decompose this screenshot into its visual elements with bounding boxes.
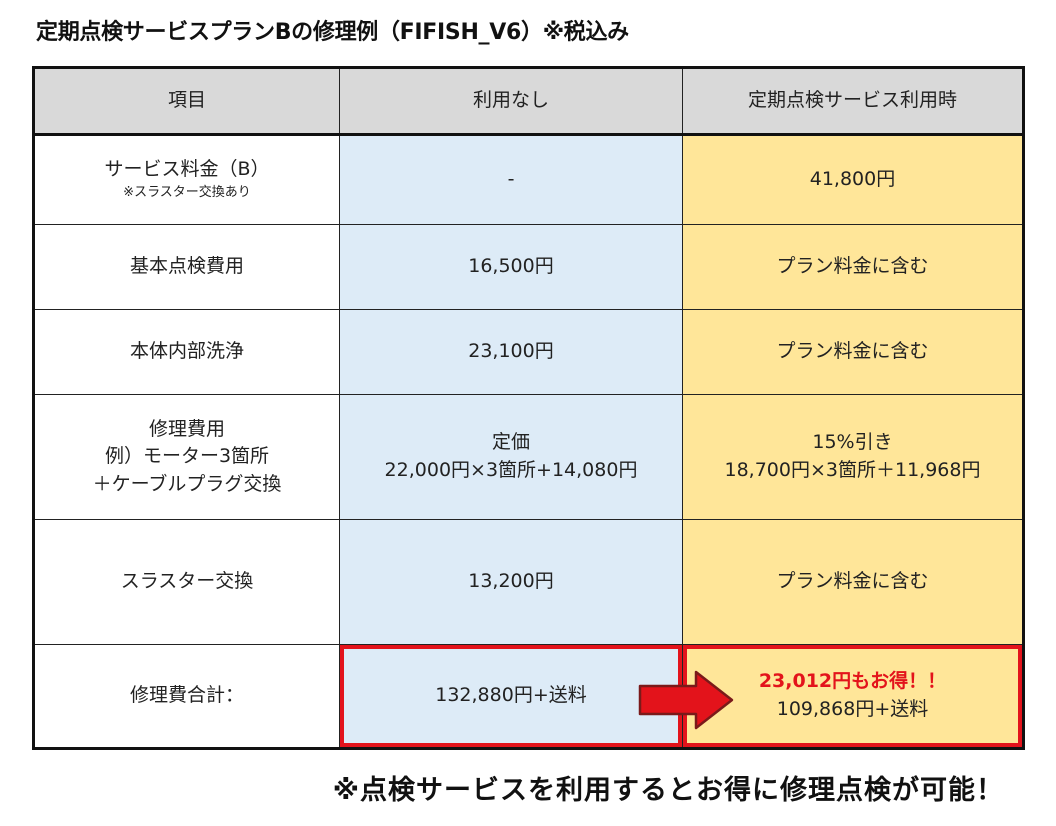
item-line: ＋ケーブルプラグ交換 (92, 472, 282, 495)
total-with-service-value: 109,868円+送料 (776, 698, 929, 720)
cell-with-service: プラン料金に含む (682, 519, 1024, 645)
header-without-service: 利用なし (339, 67, 683, 136)
cell-with-service: プラン料金に含む (682, 224, 1024, 310)
table-row-total: 修理費合計： 132,880円+送料 23,012円もお得！！ 109,868円… (33, 644, 1024, 749)
cell-with-service: プラン料金に含む (682, 309, 1024, 395)
item-label: サービス料金（B） (104, 157, 270, 180)
table-row: サービス料金（B） ※スラスター交換あり - 41,800円 (33, 134, 1024, 225)
row-item-thruster-replacement: スラスター交換 (33, 519, 340, 645)
row-item-total: 修理費合計： (33, 644, 340, 749)
cell-with-service: 41,800円 (682, 134, 1024, 225)
item-note: ※スラスター交換あり (123, 185, 251, 201)
row-item-repair-cost: 修理費用 例）モーター3箇所 ＋ケーブルプラグ交換 (33, 394, 340, 520)
table-row: 修理費用 例）モーター3箇所 ＋ケーブルプラグ交換 定価 22,000円×3箇所… (33, 394, 1024, 520)
cell-line: 15%引き (812, 431, 893, 454)
cell-with-service: 15%引き 18,700円×3箇所＋11,968円 (682, 394, 1024, 520)
right-arrow-icon (638, 670, 734, 730)
table-row: 基本点検費用 16,500円 プラン料金に含む (33, 224, 1024, 310)
row-item-basic-inspection: 基本点検費用 (33, 224, 340, 310)
item-line: 修理費用 (148, 417, 225, 440)
cell-without-service: 16,500円 (339, 224, 683, 310)
footer-note: ※点検サービスを利用するとお得に修理点検が可能！ (332, 775, 1004, 806)
header-with-service: 定期点検サービス利用時 (682, 67, 1024, 136)
cell-line: 22,000円×3箇所+14,080円 (384, 459, 638, 481)
header-item: 項目 (33, 67, 340, 136)
cell-total-without-service: 132,880円+送料 (339, 644, 683, 749)
item-line: 例）モーター3箇所 (104, 445, 270, 468)
row-item-service-fee: サービス料金（B） ※スラスター交換あり (33, 134, 340, 225)
price-comparison-table: 項目 利用なし 定期点検サービス利用時 サービス料金（B） ※スラスター交換あり… (32, 66, 1025, 750)
cell-line: 18,700円×3箇所＋11,968円 (724, 459, 981, 481)
cell-without-service: 13,200円 (339, 519, 683, 645)
table-row: スラスター交換 13,200円 プラン料金に含む (33, 519, 1024, 645)
cell-without-service: 23,100円 (339, 309, 683, 395)
savings-label: 23,012円もお得！！ (758, 670, 947, 693)
cell-without-service: 定価 22,000円×3箇所+14,080円 (339, 394, 683, 520)
table-header-row: 項目 利用なし 定期点検サービス利用時 (33, 67, 1024, 136)
row-item-internal-cleaning: 本体内部洗浄 (33, 309, 340, 395)
table-row: 本体内部洗浄 23,100円 プラン料金に含む (33, 309, 1024, 395)
page-title: 定期点検サービスプランBの修理例（FIFISH_V6）※税込み (36, 20, 629, 45)
cell-without-service: - (339, 134, 683, 225)
cell-line: 定価 (491, 431, 530, 454)
cell-total-with-service: 23,012円もお得！！ 109,868円+送料 (682, 644, 1024, 749)
